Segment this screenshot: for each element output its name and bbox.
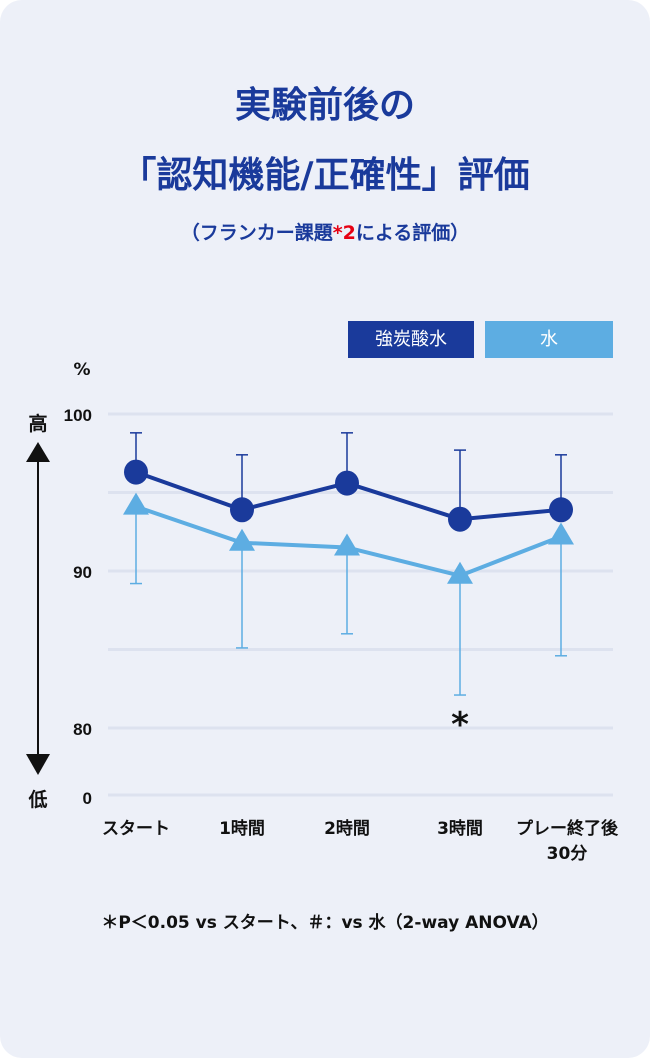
data-point-carbonated — [230, 497, 254, 523]
arrow-up-icon — [26, 442, 50, 462]
y-axis-label: % — [73, 360, 90, 380]
data-point-water — [123, 492, 149, 515]
chart-title-line2: 「認知機能/正確性」評価 — [0, 146, 650, 202]
data-point-carbonated — [448, 506, 472, 532]
arrow-down-icon — [26, 754, 50, 775]
y-low-label: 低 — [27, 788, 47, 811]
y-tick-label: 80 — [73, 720, 92, 739]
chart-subtitle: （フランカー課題*2による評価） — [180, 222, 470, 244]
data-point-water — [548, 522, 574, 545]
x-tick-label: 1時間 — [219, 818, 265, 839]
y-tick-label: 90 — [73, 563, 92, 582]
x-tick-label: 3時間 — [437, 818, 483, 839]
footnote: ＊P＜0.05 vs スタート、＃：vs 水（2-way ANOVA） — [101, 913, 549, 933]
x-tick-label: プレー終了後 — [516, 818, 619, 839]
y-high-label: 高 — [28, 412, 47, 435]
significance-asterisk: * — [451, 705, 469, 745]
data-point-carbonated — [124, 459, 148, 485]
data-point-carbonated — [549, 497, 573, 523]
data-point-water — [447, 561, 473, 584]
x-tick-label: スタート — [102, 819, 170, 839]
legend-carbonated: 強炭酸水 — [348, 321, 474, 358]
data-point-water — [334, 533, 360, 556]
data-point-water — [229, 528, 255, 551]
data-point-carbonated — [335, 470, 359, 496]
legend-water: 水 — [485, 321, 613, 358]
x-tick-label: 2時間 — [324, 818, 370, 839]
y-tick-label: 100 — [64, 406, 92, 425]
x-tick-label: 30分 — [547, 844, 588, 864]
chart-title-line1: 実験前後の — [0, 76, 650, 132]
y-tick-label: 0 — [83, 789, 92, 808]
